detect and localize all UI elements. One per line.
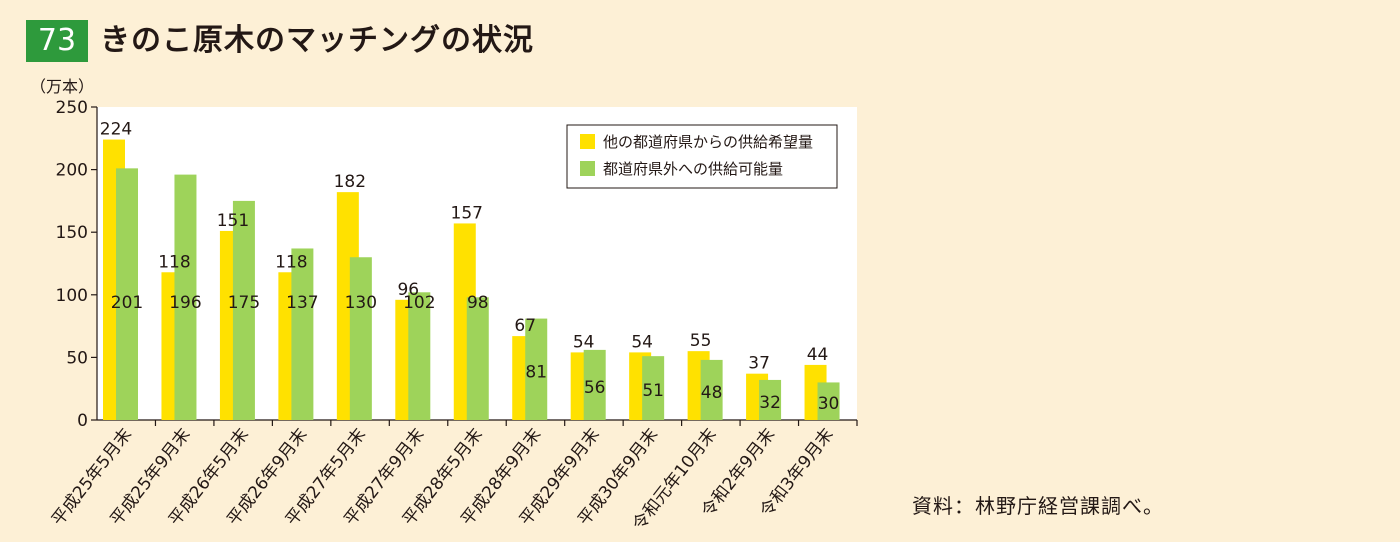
data-label-demand: 157	[451, 203, 483, 223]
figure-number-badge: 73	[26, 20, 88, 62]
data-label-available: 175	[228, 293, 260, 313]
y-tick-label: 150	[56, 223, 88, 243]
data-label-demand: 96	[397, 280, 419, 300]
data-label-demand: 55	[690, 331, 712, 351]
data-label-demand: 37	[748, 354, 770, 374]
data-label-demand: 54	[573, 332, 595, 352]
data-label-demand: 67	[514, 316, 536, 336]
data-label-demand: 224	[100, 120, 132, 140]
bar-supply-available	[525, 318, 548, 420]
data-label-available: 196	[169, 293, 201, 313]
data-label-available: 98	[467, 293, 489, 313]
data-label-available: 102	[403, 293, 435, 313]
bar-supply-available	[583, 349, 606, 420]
data-label-demand: 118	[275, 252, 307, 272]
data-label-available: 32	[759, 393, 781, 413]
data-label-available: 48	[701, 383, 723, 403]
bar-supply-available	[291, 248, 314, 420]
data-label-available: 130	[345, 293, 377, 313]
bar-supply-available	[759, 379, 782, 420]
bar-supply-available	[817, 382, 840, 420]
data-label-available: 51	[642, 381, 664, 401]
y-tick-label: 250	[56, 98, 88, 118]
data-label-available: 81	[525, 362, 547, 382]
bar-supply-available	[232, 200, 255, 420]
legend-swatch	[580, 161, 595, 176]
y-tick-label: 0	[77, 411, 88, 431]
data-label-available: 201	[111, 293, 143, 313]
legend-label: 他の都道府県からの供給希望量	[603, 133, 813, 151]
bar-supply-available	[408, 292, 431, 420]
y-tick-label: 100	[56, 286, 88, 306]
source-note: 資料：林野庁経営課調べ。	[912, 494, 1164, 518]
data-label-demand: 182	[334, 172, 366, 192]
legend-label: 都道府県外への供給可能量	[603, 160, 783, 178]
data-label-demand: 44	[807, 345, 829, 365]
legend-swatch	[580, 134, 595, 149]
data-label-demand: 54	[631, 332, 653, 352]
data-label-demand: 118	[158, 252, 190, 272]
data-label-available: 137	[286, 293, 318, 313]
bar-supply-available	[466, 297, 489, 420]
data-label-available: 56	[584, 378, 606, 398]
data-label-available: 30	[818, 394, 840, 414]
bar-supply-available	[174, 174, 197, 420]
y-axis-unit-label: （万本）	[30, 77, 94, 96]
bar-supply-available	[700, 359, 723, 420]
bar-supply-available	[116, 168, 138, 420]
y-tick-label: 50	[66, 348, 88, 368]
bar-supply-available	[349, 257, 372, 420]
bar-supply-available	[642, 356, 665, 420]
legend-box	[566, 124, 838, 189]
figure-title: きのこ原木のマッチングの状況	[100, 23, 534, 58]
data-label-demand: 151	[217, 211, 249, 231]
y-tick-label: 200	[56, 161, 88, 181]
